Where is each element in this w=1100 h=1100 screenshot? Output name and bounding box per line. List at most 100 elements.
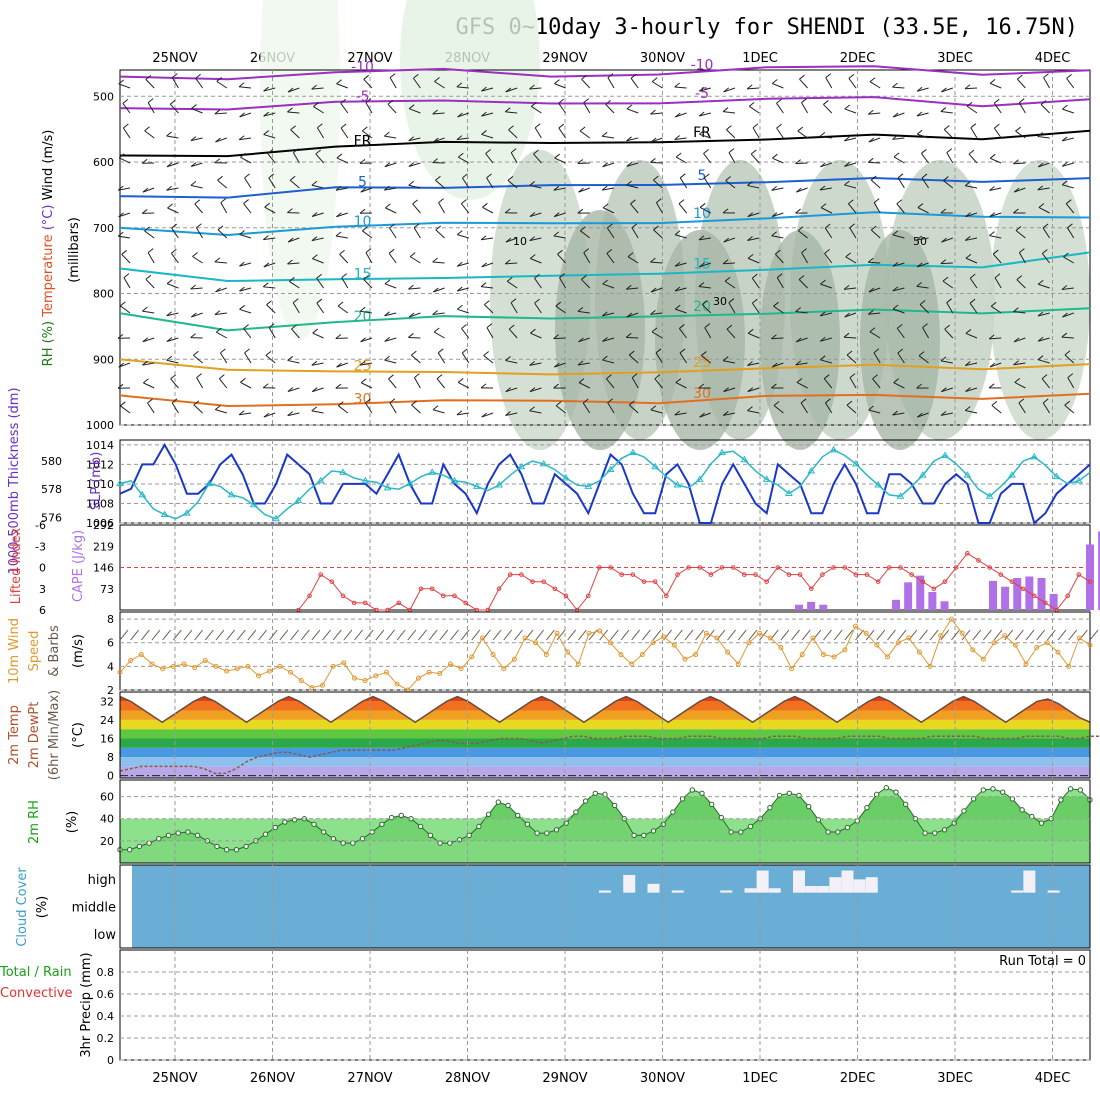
- cloud-ylabel-1: Cloud Cover: [15, 867, 30, 947]
- wind-barb: [824, 227, 833, 239]
- wind-barb: [605, 378, 615, 389]
- wind10m-barb: [439, 629, 449, 641]
- wind-barb: [772, 157, 784, 164]
- wind-barb: [434, 81, 445, 89]
- wind-barb-flag: [389, 223, 395, 229]
- wind-barb-flag: [486, 323, 493, 329]
- wind10m-marker: [842, 647, 848, 653]
- wind-barb: [916, 112, 929, 117]
- isotherm-label: 25: [693, 355, 711, 371]
- wind-barb: [337, 405, 349, 414]
- wind-barb: [555, 305, 566, 314]
- wind-barb-flag: [240, 152, 246, 158]
- wind-barb: [965, 332, 978, 339]
- temp-tick-label: 24: [100, 714, 114, 727]
- wind-barb: [1067, 377, 1075, 389]
- wind10m-barb: [780, 629, 790, 641]
- wind-barb-flag: [699, 412, 705, 418]
- wind-barb-flag: [266, 300, 272, 306]
- wind-barb: [747, 185, 760, 189]
- li-marker: [976, 558, 981, 563]
- wind-barb: [989, 82, 1002, 89]
- wind10m-marker: [554, 630, 560, 636]
- rh-marker: [156, 835, 162, 842]
- wind-barb: [335, 187, 348, 191]
- wind-barb: [820, 359, 832, 364]
- wind-barb-flag: [408, 162, 415, 167]
- cloud-background: [132, 865, 1090, 948]
- wind-barb: [118, 212, 131, 218]
- wind-barb-flag: [123, 123, 129, 129]
- wind-barb-flag: [873, 348, 880, 354]
- rh-marker: [447, 840, 453, 846]
- cloud-high-bar: [623, 874, 636, 893]
- wind10m-marker: [256, 673, 262, 679]
- cape-tick-label: 73: [100, 583, 114, 596]
- wind-barb-flag: [558, 98, 564, 104]
- li-marker: [786, 572, 792, 577]
- wind-barb-flag: [510, 148, 517, 154]
- wind-barb: [606, 253, 615, 264]
- wind-barb-flag: [1018, 398, 1025, 404]
- wind-barb-flag: [432, 109, 438, 115]
- wind10m-barb: [791, 629, 800, 641]
- rh-marker: [844, 824, 851, 831]
- wind-barb-flag: [868, 405, 874, 411]
- wind-barb: [388, 253, 397, 264]
- wind-barb-flag: [219, 374, 225, 379]
- wind-barb: [872, 378, 881, 389]
- wind-barb: [674, 262, 687, 267]
- wind-barb: [795, 310, 808, 314]
- wind10m-marker: [479, 635, 485, 641]
- wind10m-barb: [172, 629, 182, 641]
- cape-bar: [940, 601, 949, 610]
- wind-barb: [969, 302, 978, 314]
- wind-barb-flag: [799, 74, 805, 80]
- wind-barb-flag: [265, 350, 272, 356]
- wind-barb-flag: [872, 374, 878, 380]
- wind-barb-flag: [1013, 208, 1019, 214]
- wind-barb-flag: [892, 304, 899, 310]
- wind-barb: [219, 352, 228, 364]
- wind-barb-flag: [456, 135, 463, 141]
- wind-tick-label: 4: [107, 660, 114, 673]
- wind-barb: [557, 253, 566, 264]
- precip-tick-label: 0: [107, 1054, 114, 1067]
- wind-barb: [701, 355, 712, 364]
- rh-high-area: [120, 787, 1090, 863]
- wind-barb-flag: [118, 362, 125, 368]
- wind-barb-flag: [651, 77, 658, 83]
- wind-barb-flag: [360, 378, 367, 384]
- wind-barb: [529, 237, 542, 242]
- wind-barb-flag: [505, 87, 512, 93]
- li-marker: [942, 579, 948, 584]
- wind-barb: [797, 130, 808, 139]
- wind-barb-flag: [795, 337, 802, 343]
- wind-barb-flag: [989, 78, 996, 84]
- temp-band: [120, 757, 1090, 767]
- wind-barb-flag: [699, 262, 705, 268]
- slp-tick-label: 1010: [86, 478, 114, 491]
- wind-barb: [190, 137, 203, 142]
- wind10m-marker: [298, 678, 304, 684]
- thickness-marker: [584, 482, 593, 489]
- wind-barb: [674, 287, 687, 292]
- wind-barb-flag: [1014, 377, 1021, 383]
- wind-barb: [849, 377, 857, 389]
- wind-barb-flag: [1016, 275, 1023, 280]
- li-marker: [452, 593, 457, 599]
- wind-barb-flag: [921, 149, 927, 154]
- wind10m-marker: [639, 652, 645, 658]
- wind-barb-flag: [215, 137, 221, 143]
- wind-barb-flag: [965, 329, 972, 334]
- rh-marker: [524, 821, 531, 827]
- wind-barb: [943, 180, 954, 189]
- wind-barb-flag: [263, 130, 270, 135]
- wind-barb-flag: [436, 374, 443, 380]
- wind-barb: [1013, 337, 1026, 343]
- li-marker: [1020, 586, 1026, 592]
- wind-barb-flag: [844, 136, 850, 142]
- wind-barb: [413, 227, 421, 239]
- isotherm-line: [119, 307, 1091, 332]
- wind-barb: [123, 277, 131, 289]
